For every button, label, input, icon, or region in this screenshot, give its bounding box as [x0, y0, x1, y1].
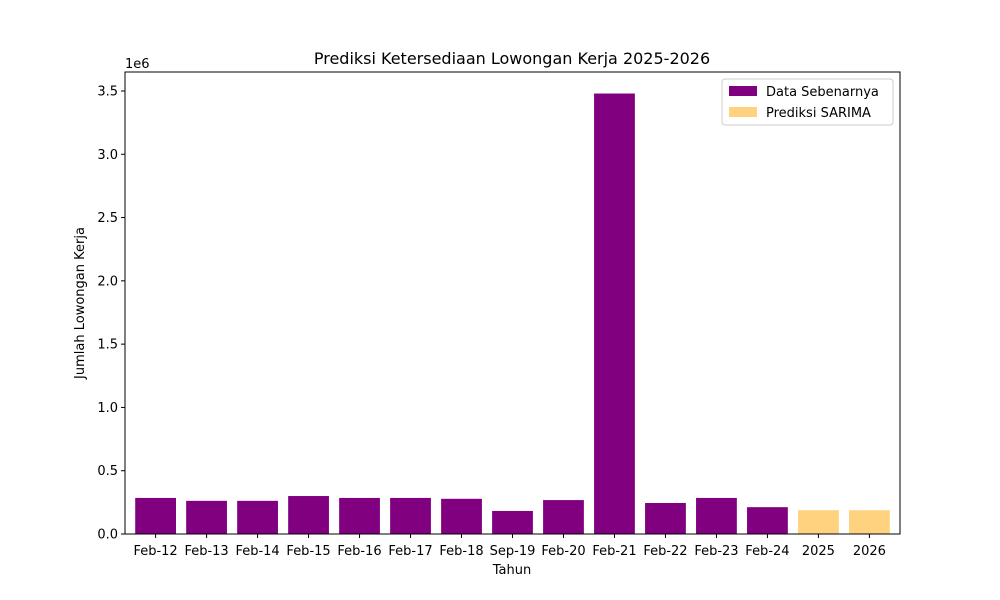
y-offset-label: 1e6	[125, 57, 150, 72]
x-tick-label: Feb-18	[439, 544, 483, 559]
bar-2025	[798, 510, 839, 534]
y-tick-label: 0.5	[97, 464, 118, 479]
bar-feb-21	[594, 93, 635, 535]
x-axis-label: Tahun	[492, 563, 531, 578]
x-tick-label: Feb-15	[286, 544, 330, 559]
legend-box	[721, 78, 894, 126]
y-tick-label: 3.5	[97, 84, 118, 99]
y-tick-label: 1.5	[97, 338, 118, 353]
y-tick-label: 0.0	[97, 528, 118, 543]
legend-label: Prediksi SARIMA	[766, 106, 871, 121]
x-tick-label: Feb-17	[388, 544, 432, 559]
y-tick-label: 2.0	[97, 274, 118, 289]
x-tick-label: Feb-22	[643, 544, 687, 559]
legend-swatch	[729, 107, 757, 117]
bar-feb-22	[645, 502, 686, 534]
bar-sep-19	[492, 510, 533, 534]
bar-feb-23	[696, 497, 737, 534]
y-tick-label: 1.0	[97, 401, 118, 416]
x-tick-label: Feb-24	[745, 544, 789, 559]
bar-feb-24	[747, 507, 788, 534]
y-axis-label: Jumlah Lowongan Kerja	[73, 227, 88, 380]
bar-2026	[849, 510, 890, 534]
x-tick-label: Sep-19	[490, 544, 536, 559]
y-tick-label: 2.5	[97, 211, 118, 226]
legend-label: Data Sebenarnya	[766, 85, 879, 100]
legend: Data Sebenarnya Prediksi SARIMA	[721, 78, 894, 126]
chart-title: Prediksi Ketersediaan Lowongan Kerja 202…	[314, 49, 710, 68]
bar-feb-15	[288, 496, 329, 534]
x-tick-label: 2026	[853, 544, 886, 559]
bar-feb-16	[339, 497, 380, 534]
bar-feb-13	[186, 500, 227, 534]
x-tick-label: Feb-20	[541, 544, 585, 559]
x-tick-label: Feb-12	[133, 544, 177, 559]
x-tick-label: Feb-23	[694, 544, 738, 559]
x-tick-label: Feb-13	[184, 544, 228, 559]
bar-feb-17	[390, 497, 431, 534]
legend-swatch	[729, 86, 757, 96]
bar-feb-14	[237, 500, 278, 534]
x-tick-label: Feb-16	[337, 544, 381, 559]
x-tick-label: Feb-21	[592, 544, 636, 559]
bar-feb-12	[135, 497, 176, 534]
bar-feb-20	[543, 500, 584, 534]
x-tick-label: 2025	[802, 544, 835, 559]
bar-feb-18	[441, 498, 482, 534]
y-tick-label: 3.0	[97, 148, 118, 163]
plot-frame	[124, 71, 901, 535]
x-tick-label: Feb-14	[235, 544, 279, 559]
